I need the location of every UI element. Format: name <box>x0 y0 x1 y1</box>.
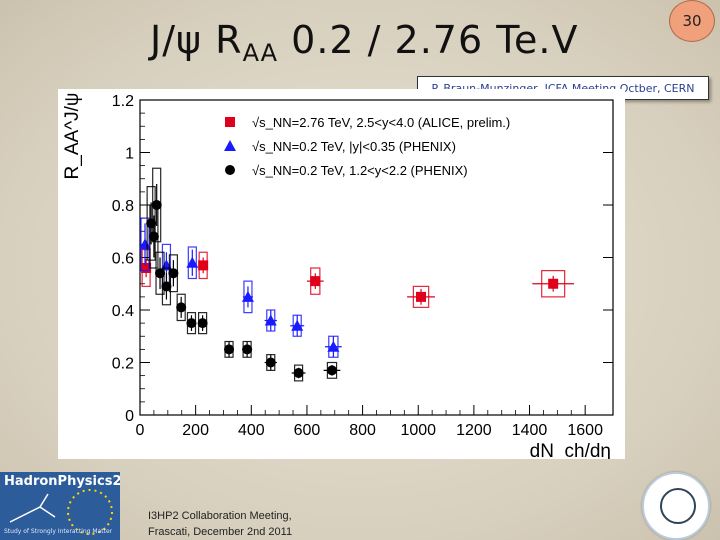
x-tick-label: 1200 <box>456 422 492 439</box>
data-point <box>197 318 208 329</box>
systematic-box <box>140 217 150 272</box>
slide-title: J/ψ RAA 0.2 / 2.76 Te.V <box>150 18 578 67</box>
data-point <box>155 268 166 279</box>
data-point <box>151 200 162 210</box>
y-tick-label: 0.8 <box>112 198 134 215</box>
raa-chart-svg: 0 0.2 0.4 0.6 0.8 1 1.2 0 200 400 600 800 1000 1200 14… <box>62 93 614 459</box>
logo-left-graphic <box>9 489 113 535</box>
y-tick-label: 0.4 <box>112 303 134 320</box>
y-tick-label: 1 <box>125 146 134 163</box>
data-point <box>198 260 209 271</box>
legend-marker <box>225 165 235 175</box>
y-tick-label: 0 <box>125 408 134 425</box>
x-axis-label: dN_ch/dη <box>530 441 611 459</box>
footer: I3HP2 Collaboration Meeting, Frascati, D… <box>148 508 292 540</box>
data-point <box>224 344 235 355</box>
title-main: J/ψ R <box>150 18 243 62</box>
data-point <box>186 318 197 329</box>
data-point <box>310 276 321 287</box>
x-tick-label: 0 <box>136 422 145 439</box>
legend-marker <box>225 117 235 127</box>
data-point <box>265 357 276 368</box>
data-point <box>264 314 277 326</box>
x-tick-label: 800 <box>349 422 376 439</box>
data-point <box>148 231 159 242</box>
data-point <box>293 368 304 378</box>
footer-line-2: Frascati, December 2nd 2011 <box>148 526 293 538</box>
page-number-badge: 30 <box>669 0 715 42</box>
data-point <box>326 365 337 376</box>
institution-logo-emblem <box>660 488 696 524</box>
data-point <box>242 344 253 355</box>
data-point <box>291 319 304 331</box>
data-point <box>168 268 179 279</box>
y-axis-label: R_AA^J/ψ <box>62 93 83 180</box>
x-tick-label: 1000 <box>400 422 436 439</box>
raa-plot: 0 0.2 0.4 0.6 0.8 1 1.2 0 200 400 600 800 1000 1200 14… <box>58 89 625 459</box>
footer-line-1: I3HP2 Collaboration Meeting, <box>148 510 292 522</box>
logo-left-subtitle: Study of Strongly Interacting Matter <box>4 528 113 535</box>
x-tick-label: 400 <box>238 422 265 439</box>
legend-label: √s_NN=2.76 TeV, 2.5<y<4.0 (ALICE, prelim… <box>252 115 510 130</box>
data-point <box>241 290 254 302</box>
data-point <box>176 302 187 313</box>
x-tick-label: 600 <box>294 422 321 439</box>
y-tick-label: 0.6 <box>112 251 134 268</box>
title-subscript: AA <box>242 39 279 67</box>
data-point <box>146 218 157 229</box>
data-point <box>416 291 427 302</box>
legend-label: √s_NN=0.2 TeV, 1.2<y<2.2 (PHENIX) <box>252 163 468 178</box>
x-tick-label: 1400 <box>512 422 548 439</box>
data-point <box>548 278 559 289</box>
page-number: 30 <box>682 12 702 30</box>
y-tick-label: 0.2 <box>112 356 134 373</box>
y-tick-label: 1.2 <box>112 93 134 110</box>
logo-left-title: HadronPhysics2 <box>4 474 120 489</box>
institution-logo <box>642 472 710 540</box>
x-tick-label: 1600 <box>567 422 603 439</box>
title-rest: 0.2 / 2.76 Te.V <box>278 18 579 62</box>
data-point <box>327 340 340 352</box>
legend-marker <box>224 140 236 151</box>
legend-label: √s_NN=0.2 TeV, |y|<0.35 (PHENIX) <box>252 139 456 154</box>
x-tick-label: 200 <box>182 422 209 439</box>
systematic-box <box>187 246 197 280</box>
data-point <box>139 238 152 250</box>
data-point <box>186 256 199 268</box>
data-point <box>141 263 152 273</box>
hadronphysics2-logo: HadronPhysics2 Study of Strongly Interac… <box>0 472 120 540</box>
